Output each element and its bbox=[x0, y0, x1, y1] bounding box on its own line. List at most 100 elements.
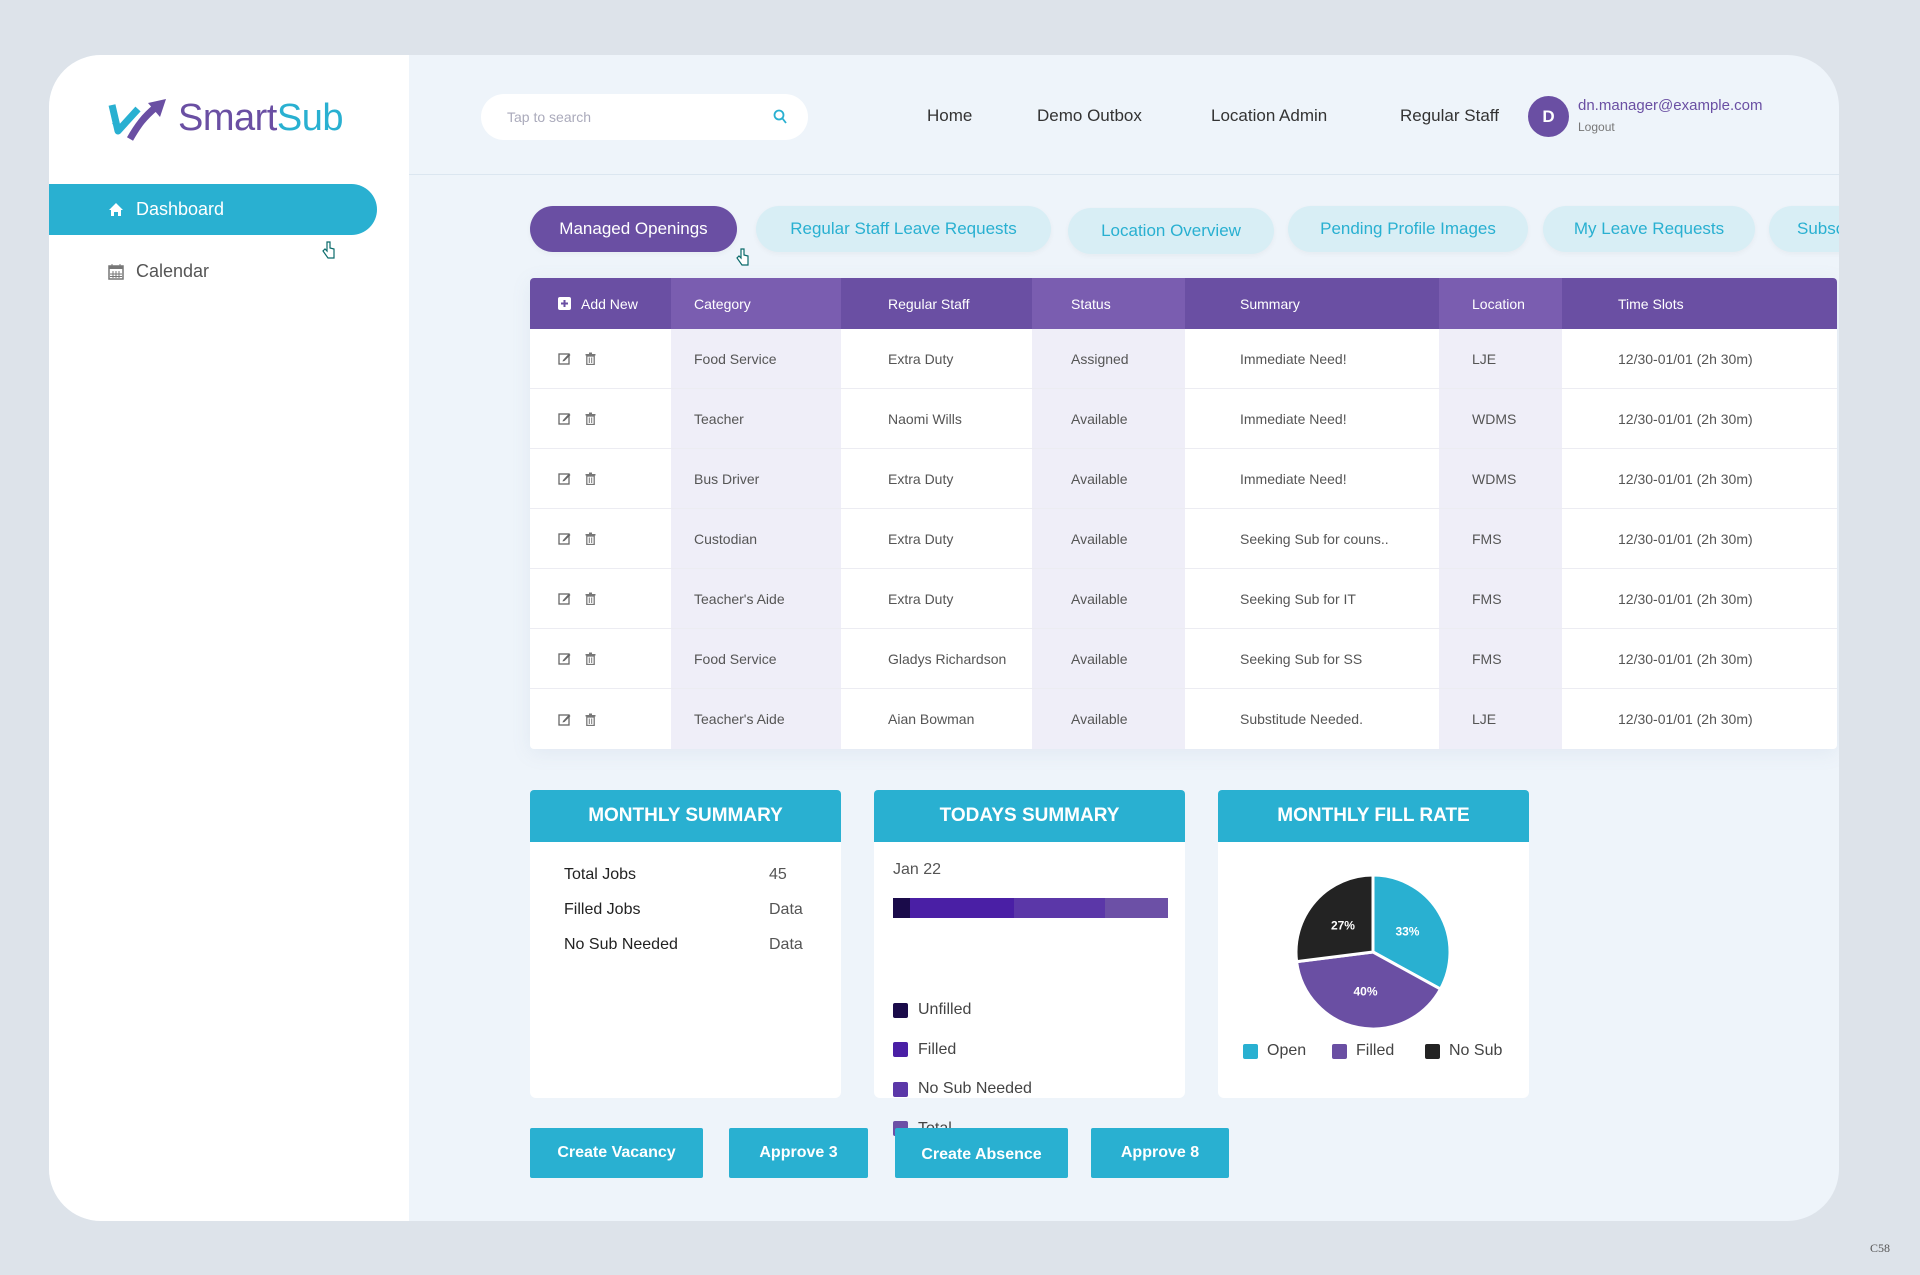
tab-subsctitude[interactable]: Subsctitude bbox=[1769, 206, 1839, 252]
column-header-summary[interactable]: Summary bbox=[1240, 295, 1300, 312]
bar-segment-unfilled bbox=[893, 898, 910, 918]
plus-square-icon bbox=[558, 297, 571, 310]
trash-icon[interactable] bbox=[585, 713, 596, 726]
table-body: Food Service Extra Duty Assigned Immediate … bbox=[530, 329, 1837, 749]
cell-status: Available bbox=[1032, 449, 1185, 508]
tab-regular-staff-leave-requests[interactable]: Regular Staff Leave Requests bbox=[756, 206, 1051, 252]
tab-location-overview[interactable]: Location Overview bbox=[1068, 208, 1274, 254]
column-header-location[interactable]: Location bbox=[1439, 278, 1562, 329]
cell-time-slots: 12/30-01/01 (2h 30m) bbox=[1618, 650, 1753, 667]
cell-regular-staff: Extra Duty bbox=[888, 590, 954, 607]
create-absence-button[interactable]: Create Absence bbox=[895, 1128, 1068, 1178]
cell-category: Bus Driver bbox=[671, 449, 841, 508]
trash-icon[interactable] bbox=[585, 652, 596, 665]
tab-managed-openings[interactable]: Managed Openings bbox=[530, 206, 737, 252]
sidebar-item-calendar[interactable]: Calendar bbox=[49, 246, 377, 297]
legend-swatch bbox=[893, 1042, 908, 1057]
legend-swatch bbox=[1425, 1043, 1440, 1059]
cell-location: WDMS bbox=[1439, 449, 1562, 508]
cell-location: FMS bbox=[1439, 629, 1562, 688]
trash-icon[interactable] bbox=[585, 412, 596, 425]
cell-regular-staff: Extra Duty bbox=[888, 350, 954, 367]
cell-summary: Seeking Sub for couns.. bbox=[1240, 530, 1389, 547]
trash-icon[interactable] bbox=[585, 472, 596, 485]
legend-item: No Sub Needed bbox=[893, 1080, 1032, 1098]
cell-regular-staff: Gladys Richardson bbox=[888, 650, 1007, 667]
create-vacancy-button[interactable]: Create Vacancy bbox=[530, 1128, 703, 1178]
column-header-status[interactable]: Status bbox=[1032, 278, 1185, 329]
approve-8-button[interactable]: Approve 8 bbox=[1091, 1128, 1229, 1178]
table-header: Add New Category Regular Staff Status Su… bbox=[530, 278, 1837, 329]
nav-demo-outbox[interactable]: Demo Outbox bbox=[1037, 106, 1142, 125]
nav-home[interactable]: Home bbox=[927, 106, 973, 125]
row-actions bbox=[530, 689, 671, 749]
table-row: Teacher's Aide Aian Bowman Available Substi… bbox=[530, 689, 1837, 749]
cell-category: Custodian bbox=[671, 509, 841, 568]
cell-status: Available bbox=[1032, 509, 1185, 568]
edit-icon[interactable] bbox=[558, 713, 571, 726]
edit-icon[interactable] bbox=[558, 352, 571, 365]
corner-code: C58 bbox=[1870, 1241, 1891, 1255]
logo[interactable]: SmartSub bbox=[108, 95, 343, 141]
nav-regular-staff[interactable]: Regular Staff bbox=[1400, 106, 1499, 125]
tab-pending-profile-images[interactable]: Pending Profile Images bbox=[1288, 206, 1528, 252]
add-new-button[interactable]: Add New bbox=[530, 278, 671, 329]
cell-time-slots: 12/30-01/01 (2h 30m) bbox=[1618, 410, 1753, 427]
pie-label: 40% bbox=[1353, 984, 1377, 998]
cell-time-slots: 12/30-01/01 (2h 30m) bbox=[1618, 711, 1753, 727]
cell-status: Available bbox=[1032, 689, 1185, 749]
trash-icon[interactable] bbox=[585, 592, 596, 605]
edit-icon[interactable] bbox=[558, 592, 571, 605]
column-header-category[interactable]: Category bbox=[671, 278, 841, 329]
summary-row: Filled Jobs Data bbox=[564, 901, 803, 918]
tab-my-leave-requests[interactable]: My Leave Requests bbox=[1543, 206, 1755, 252]
nav-location-admin[interactable]: Location Admin bbox=[1211, 106, 1328, 125]
logo-text: SmartSub bbox=[178, 96, 343, 139]
cell-summary: Immediate Need! bbox=[1240, 350, 1347, 367]
cell-time-slots: 12/30-01/01 (2h 30m) bbox=[1618, 470, 1753, 487]
row-actions bbox=[530, 629, 671, 688]
column-header-time-slots[interactable]: Time Slots bbox=[1618, 295, 1684, 312]
trash-icon[interactable] bbox=[585, 352, 596, 365]
search-box[interactable] bbox=[481, 94, 808, 140]
openings-table: Add New Category Regular Staff Status Su… bbox=[530, 278, 1837, 749]
cell-summary: Immediate Need! bbox=[1240, 470, 1347, 487]
cell-category: Teacher's Aide bbox=[671, 569, 841, 628]
avatar[interactable]: D bbox=[1528, 96, 1569, 137]
table-row: Teacher Naomi Wills Available Immediate Nee… bbox=[530, 389, 1837, 449]
table-row: Bus Driver Extra Duty Available Immediate N… bbox=[530, 449, 1837, 509]
pie-slice-filled[interactable] bbox=[1294, 950, 1443, 1031]
cell-location: FMS bbox=[1439, 569, 1562, 628]
summary-row: Total Jobs 45 bbox=[564, 866, 787, 883]
cell-status: Assigned bbox=[1032, 329, 1185, 388]
trash-icon[interactable] bbox=[585, 532, 596, 545]
edit-icon[interactable] bbox=[558, 652, 571, 665]
search-icon[interactable] bbox=[773, 109, 788, 125]
legend-swatch bbox=[1332, 1043, 1347, 1059]
search-input[interactable] bbox=[507, 109, 747, 125]
bar-segment-total bbox=[1104, 898, 1168, 918]
edit-icon[interactable] bbox=[558, 532, 571, 545]
pie-slice-no-sub[interactable] bbox=[1294, 873, 1375, 964]
sidebar-item-dashboard[interactable]: Dashboard bbox=[49, 184, 377, 235]
sidebar-item-label: Calendar bbox=[136, 261, 210, 281]
pie-label: 27% bbox=[1331, 919, 1355, 933]
card-title: TODAYS SUMMARY bbox=[874, 790, 1185, 842]
edit-icon[interactable] bbox=[558, 412, 571, 425]
cell-location: LJE bbox=[1439, 689, 1562, 749]
home-icon bbox=[109, 203, 123, 216]
main-content: Home Demo Outbox Location Admin Regular … bbox=[409, 55, 1839, 1221]
cell-location: WDMS bbox=[1439, 389, 1562, 448]
edit-icon[interactable] bbox=[558, 472, 571, 485]
legend-item: Filled bbox=[1332, 1042, 1394, 1060]
table-row: Custodian Extra Duty Available Seeking Sub … bbox=[530, 509, 1837, 569]
approve-3-button[interactable]: Approve 3 bbox=[729, 1128, 868, 1178]
column-header-regular-staff[interactable]: Regular Staff bbox=[888, 295, 970, 312]
bar-segment-filled bbox=[909, 898, 1014, 918]
logout-link[interactable]: Logout bbox=[1578, 120, 1615, 134]
pie-label: 33% bbox=[1395, 925, 1419, 939]
pie-slice-open[interactable] bbox=[1371, 873, 1452, 992]
row-actions bbox=[530, 329, 671, 388]
cell-regular-staff: Extra Duty bbox=[888, 470, 954, 487]
cell-time-slots: 12/30-01/01 (2h 30m) bbox=[1618, 530, 1753, 547]
